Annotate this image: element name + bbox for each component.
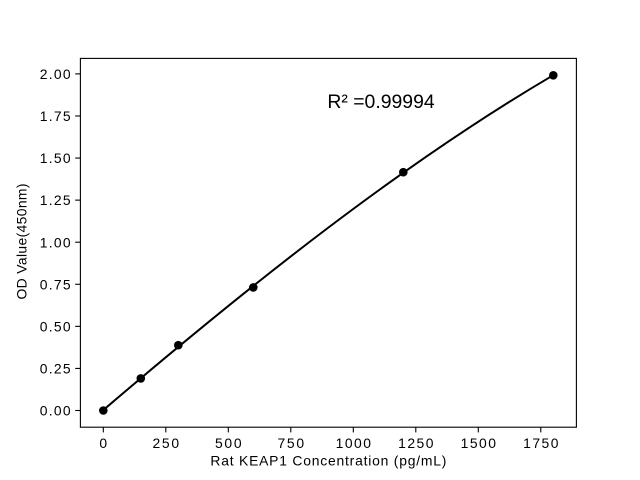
svg-text:500: 500 [215,435,242,451]
svg-text:1250: 1250 [398,435,434,451]
svg-text:250: 250 [153,435,180,451]
svg-text:1500: 1500 [461,435,497,451]
svg-text:0.50: 0.50 [40,319,71,335]
svg-text:1750: 1750 [523,435,559,451]
svg-text:0.75: 0.75 [40,276,71,292]
svg-text:Rat KEAP1 Concentration (pg/mL: Rat KEAP1 Concentration (pg/mL) [210,453,446,469]
svg-text:2.00: 2.00 [40,66,71,82]
svg-text:0.00: 0.00 [40,403,71,419]
svg-text:0.25: 0.25 [40,361,71,377]
svg-text:1.00: 1.00 [40,234,71,250]
svg-text:1.25: 1.25 [40,192,71,208]
svg-text:1.75: 1.75 [40,108,71,124]
svg-text:750: 750 [278,435,305,451]
svg-text:OD Value(450nm): OD Value(450nm) [14,184,30,300]
svg-text:R² =0.99994: R² =0.99994 [327,91,434,113]
svg-text:0: 0 [99,435,107,451]
svg-text:1000: 1000 [336,435,372,451]
svg-text:1.50: 1.50 [40,150,71,166]
